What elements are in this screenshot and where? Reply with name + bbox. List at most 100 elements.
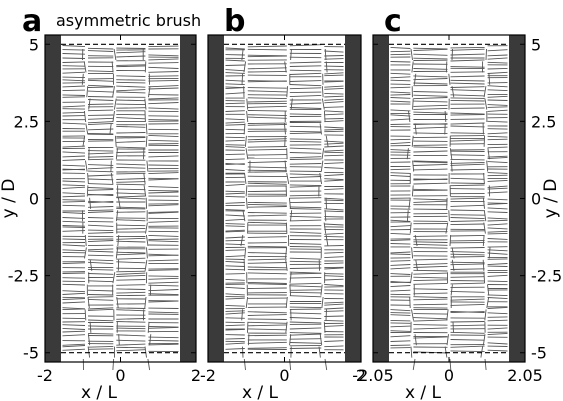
boundary-strand <box>241 309 244 321</box>
brush-strand <box>87 348 114 350</box>
brush-strand <box>247 328 287 331</box>
brush-strand <box>450 263 485 266</box>
brush-strand <box>289 113 322 116</box>
brush-strand <box>390 340 411 342</box>
x-tick-label: 2.05 <box>507 366 543 385</box>
boundary-strand <box>289 272 292 284</box>
brush-strand <box>225 223 245 225</box>
y-tick-label: -2.5 <box>531 267 562 286</box>
brush-strand <box>62 94 86 96</box>
brush-strand <box>148 277 179 280</box>
boundary-strand <box>244 172 247 185</box>
boundary-strand <box>112 272 116 284</box>
brush-strand <box>87 70 114 73</box>
brush-strand <box>413 276 448 279</box>
brush-strand <box>487 274 508 277</box>
brush-strand <box>450 220 485 222</box>
brush-strand <box>390 109 411 112</box>
boundary-strand <box>284 61 287 73</box>
boundary-strand <box>444 110 447 123</box>
y-tick-label: -2.5 <box>8 267 39 286</box>
boundary-strand <box>246 98 249 110</box>
boundary-strand <box>290 48 292 61</box>
brush-strand <box>289 201 322 204</box>
brush-strand <box>413 243 448 246</box>
brush-strand <box>225 190 245 193</box>
brush-strand <box>450 48 485 51</box>
brush-strand <box>116 307 146 309</box>
brush-strand <box>225 230 245 233</box>
brush-strand <box>247 201 287 204</box>
brush-strand <box>62 122 86 125</box>
brush-strand <box>225 110 245 112</box>
brush-strand <box>116 343 146 346</box>
brush-strand <box>87 164 114 166</box>
brush-strand <box>116 132 146 134</box>
brush-strand <box>225 69 245 72</box>
brush-strand <box>247 169 287 172</box>
brush-strand <box>487 319 508 322</box>
brush-strand <box>247 190 287 193</box>
brush-strand <box>247 283 287 285</box>
brush-strand <box>413 288 448 290</box>
brush-strand <box>225 102 245 105</box>
brush-strand <box>289 184 322 187</box>
boundary-strand <box>145 135 148 147</box>
brush-strand <box>62 272 86 274</box>
brush-strand <box>116 107 146 109</box>
brush-strand <box>390 50 411 53</box>
y-tick-label: 5 <box>531 35 541 54</box>
brush-strand <box>450 268 485 270</box>
brush-strand <box>225 324 245 327</box>
boundary-strand <box>450 160 453 172</box>
brush-strand <box>116 309 146 312</box>
brush-strand <box>413 150 448 153</box>
brush-strand <box>87 121 114 124</box>
brush-strand <box>225 124 245 126</box>
brush-strand <box>148 234 179 237</box>
brush-strand <box>390 141 411 145</box>
brush-strand <box>289 197 322 199</box>
boundary-strand <box>285 247 288 259</box>
brush-strand <box>87 201 114 204</box>
brush-strand <box>390 97 411 99</box>
brush-strand <box>324 101 344 104</box>
brush-strand <box>62 184 86 187</box>
brush-strand <box>247 116 287 119</box>
brush-strand <box>87 156 114 158</box>
boundary-strand <box>112 86 115 98</box>
brush-strand <box>116 178 146 180</box>
brush-strand <box>148 339 179 342</box>
brush-strand <box>87 86 114 88</box>
boundary-strand <box>324 358 328 371</box>
brush-strand <box>87 217 114 219</box>
brush-strand <box>116 117 146 120</box>
brush-strand <box>247 70 287 73</box>
brush-strand <box>413 265 448 268</box>
brush-strand <box>247 324 287 327</box>
boundary-strand <box>325 197 327 209</box>
brush-strand <box>413 68 448 70</box>
boundary-strand <box>285 222 288 234</box>
brush-strand <box>413 200 448 203</box>
brush-strand <box>450 223 485 226</box>
brush-strand <box>324 106 344 108</box>
brush-strand <box>247 236 287 238</box>
boundary-strand <box>115 148 118 160</box>
boundary-strand <box>246 110 249 123</box>
brush-strand <box>390 319 411 322</box>
boundary-strand <box>148 86 151 98</box>
brush-strand <box>413 47 448 50</box>
brush-strand <box>116 257 146 260</box>
brush-strand <box>116 349 146 352</box>
brush-strand <box>87 183 114 185</box>
brush-strand <box>87 211 114 213</box>
brush-strand <box>62 155 86 158</box>
brush-strand <box>450 97 485 99</box>
brush-strand <box>87 96 114 98</box>
brush-strand <box>450 345 485 348</box>
brush-strand <box>225 328 245 331</box>
brush-strand <box>324 126 344 129</box>
boundary-strand <box>85 123 89 135</box>
brush-strand <box>148 300 179 303</box>
